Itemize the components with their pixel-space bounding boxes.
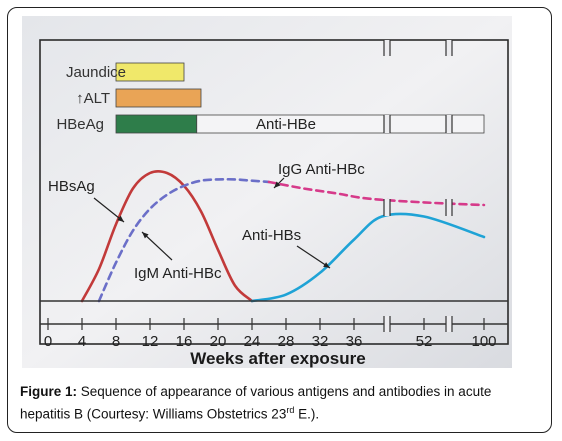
plot-frame <box>39 39 509 345</box>
x-tick-label-5: 20 <box>210 333 227 350</box>
x-tick-label-4: 16 <box>176 333 193 350</box>
axis-break-gap-2 <box>384 199 390 216</box>
series-pointer-head-0 <box>117 215 124 222</box>
series-label-3: Anti-HBs <box>242 227 301 244</box>
x-tick-label-6: 24 <box>244 333 261 350</box>
series-layer <box>80 169 486 303</box>
caption-text-end: E.). <box>294 406 320 422</box>
series-label-2: IgG Anti-HBc <box>278 161 365 178</box>
caption-text: Sequence of appearance of various antige… <box>20 384 492 422</box>
x-tick-label-11: 100 <box>471 333 496 350</box>
axis-break-gap-1 <box>446 115 452 133</box>
band-anti-hbe <box>196 114 485 134</box>
series-line-0 <box>80 169 254 303</box>
series-line-1 <box>97 177 271 303</box>
axis-break-gap-0 <box>384 115 390 133</box>
bar-label-1: ↑ALT <box>76 90 110 107</box>
x-tick-label-10: 52 <box>416 333 433 350</box>
x-tick-label-2: 8 <box>112 333 120 350</box>
bar-label-2: HBeAg <box>56 116 104 133</box>
band-layer: Anti-HBe <box>196 114 485 134</box>
axis-break-gap-5 <box>446 316 452 332</box>
figure-caption: Figure 1: Sequence of appearance of vari… <box>20 383 544 424</box>
series-label-1: IgM Anti-HBc <box>134 265 222 282</box>
bars-layer: Jaundice ↑ALT HBeAg <box>56 62 202 134</box>
series-line-2 <box>267 180 486 207</box>
bar-0 <box>115 62 185 82</box>
series-label-0: HBsAg <box>48 178 95 195</box>
series-pointer-head-3 <box>323 262 330 268</box>
bar-label-0: Jaundice <box>66 64 126 81</box>
series-pointer-1 <box>141 231 173 261</box>
axis-break-gap-6 <box>384 40 390 56</box>
series-pointer-head-2 <box>274 181 281 188</box>
x-axis-title: Weeks after exposure <box>190 349 365 368</box>
caption-superscript: rd <box>286 405 295 415</box>
axis-layer: 0 4 8 12 16 20 24 28 32 36 52 100 Weeks after exposu… <box>40 40 508 368</box>
axis-break-gap-3 <box>446 199 452 216</box>
series-pointer-3 <box>296 245 331 269</box>
x-tick-label-3: 12 <box>142 333 159 350</box>
x-tick-label-1: 4 <box>78 333 86 350</box>
bar-2 <box>115 114 198 134</box>
band-label: Anti-HBe <box>256 116 316 133</box>
series-line-3 <box>250 212 486 303</box>
labels-layer: HBsAg IgM Anti-HBc IgG Anti-HBc Anti-HBs <box>48 161 365 282</box>
photo-background <box>22 16 512 368</box>
series-pointer-head-1 <box>142 232 149 239</box>
axis-break-gap-7 <box>446 40 452 56</box>
bar-1 <box>115 88 202 108</box>
figure-chart: Jaundice ↑ALT HBeAg Anti-HBe HBsAg IgM Anti… <box>22 16 512 368</box>
x-tick-label-0: 0 <box>44 333 52 350</box>
axis-break-gap-4 <box>384 316 390 332</box>
x-tick-label-9: 36 <box>346 333 363 350</box>
caption-label: Figure 1: <box>20 384 78 399</box>
x-tick-label-8: 32 <box>312 333 329 350</box>
x-tick-label-7: 28 <box>278 333 295 350</box>
